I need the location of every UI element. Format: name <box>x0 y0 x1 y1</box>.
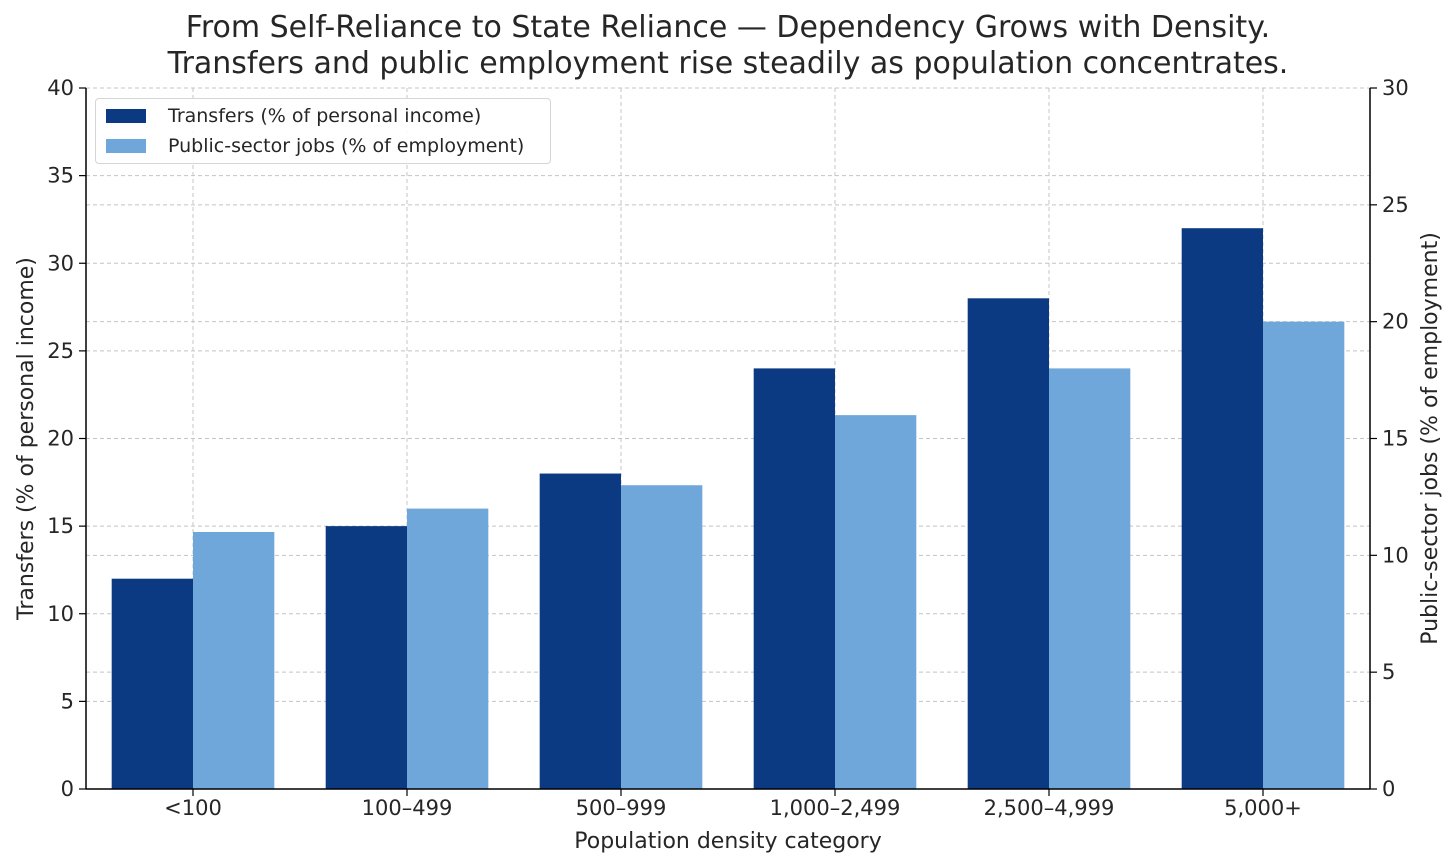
bar-transfers-2 <box>539 473 621 789</box>
bar-transfers-5 <box>1181 228 1263 789</box>
legend-item-public-jobs: Public-sector jobs (% of employment) <box>106 135 524 157</box>
legend-item-transfers: Transfers (% of personal income) <box>106 105 481 127</box>
tick-label-left-3: 15 <box>47 514 74 538</box>
tick-label-right-1: 5 <box>1382 660 1395 684</box>
x-axis-label: Population density category <box>574 829 881 854</box>
grid-lines <box>86 87 1370 789</box>
chart-subtitle: Transfers and public employment rise ste… <box>167 46 1289 81</box>
tick-label-left-1: 5 <box>61 689 74 713</box>
tick-label-x-0: <100 <box>164 796 222 820</box>
tick-label-left-6: 30 <box>47 251 74 275</box>
tick-label-x-5: 5,000+ <box>1224 796 1302 820</box>
tick-label-x-2: 500–999 <box>576 796 667 820</box>
legend-label-transfers: Transfers (% of personal income) <box>168 105 482 127</box>
legend-swatch-transfers <box>106 109 146 123</box>
tick-label-left-5: 25 <box>47 339 74 363</box>
bar-public-jobs-3 <box>835 415 917 789</box>
bar-transfers-4 <box>967 298 1049 789</box>
y-axis-label-right: Public-sector jobs (% of employment) <box>1418 232 1443 645</box>
tick-label-right-6: 30 <box>1382 76 1409 100</box>
tick-label-x-1: 100–499 <box>362 796 453 820</box>
bar-transfers-0 <box>111 578 193 789</box>
tick-label-x-4: 2,500–4,999 <box>984 796 1115 820</box>
chart-title: From Self-Reliance to State Reliance — D… <box>185 10 1271 45</box>
y-axis-label-left: Transfers (% of personal income) <box>14 257 39 621</box>
tick-label-right-0: 0 <box>1382 777 1395 801</box>
tick-label-left-4: 20 <box>47 427 74 451</box>
legend-swatch-public-jobs <box>106 139 146 153</box>
tick-label-left-7: 35 <box>47 164 74 188</box>
legend-label-public-jobs: Public-sector jobs (% of employment) <box>168 135 525 157</box>
bar-public-jobs-4 <box>1049 368 1131 789</box>
tick-label-left-0: 0 <box>61 777 74 801</box>
tick-label-right-3: 15 <box>1382 427 1409 451</box>
tick-label-right-5: 25 <box>1382 193 1409 217</box>
tick-label-right-4: 20 <box>1382 310 1409 334</box>
tick-label-x-3: 1,000–2,499 <box>770 796 901 820</box>
chart-legend: Transfers (% of personal income) Public-… <box>95 98 551 164</box>
tick-label-right-2: 10 <box>1382 543 1409 567</box>
tick-label-left-8: 40 <box>47 76 74 100</box>
bar-public-jobs-5 <box>1263 321 1345 789</box>
tick-label-left-2: 10 <box>47 602 74 626</box>
bar-public-jobs-0 <box>193 531 275 789</box>
bar-public-jobs-2 <box>621 485 703 789</box>
bar-transfers-1 <box>325 526 407 789</box>
bar-public-jobs-1 <box>407 508 489 789</box>
bars <box>111 228 1345 789</box>
tick-labels: 0 5 10 15 20 25 30 35 40 0 5 10 15 20 25 30 <100 100–499 5… <box>47 76 1408 820</box>
axes <box>79 87 1377 796</box>
bar-transfers-3 <box>753 368 835 789</box>
axis-labels: Population density category Transfers (% … <box>14 232 1443 854</box>
